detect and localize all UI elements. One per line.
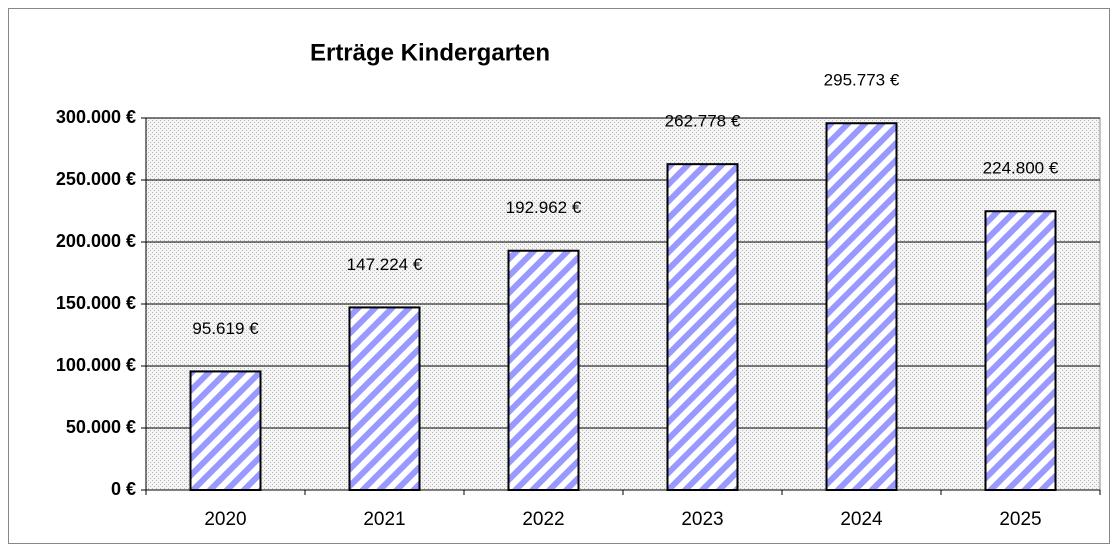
value-label: 295.773 € xyxy=(824,71,900,90)
value-label: 95.619 € xyxy=(192,319,259,338)
bar xyxy=(507,249,580,491)
x-tick-label: 2024 xyxy=(840,509,883,530)
y-tick-label: 150.000 € xyxy=(56,293,136,313)
chart-title: Erträge Kindergarten xyxy=(310,39,550,66)
bar xyxy=(825,122,898,491)
value-label: 262.778 € xyxy=(665,112,741,131)
y-tick-label: 50.000 € xyxy=(66,417,136,437)
y-tick-label: 250.000 € xyxy=(56,169,136,189)
x-tick-label: 2023 xyxy=(681,509,723,530)
value-label: 224.800 € xyxy=(983,159,1059,178)
bar xyxy=(348,306,421,491)
value-label: 147.224 € xyxy=(347,255,423,274)
bar xyxy=(666,163,739,491)
x-tick-label: 2025 xyxy=(999,509,1041,530)
y-tick-label: 200.000 € xyxy=(56,231,136,251)
y-tick-label: 100.000 € xyxy=(56,355,136,375)
x-tick-label: 2022 xyxy=(522,509,564,530)
bar xyxy=(189,370,262,491)
y-tick-label: 0 € xyxy=(111,479,136,499)
x-tick-label: 2020 xyxy=(204,509,246,530)
y-tick-label: 300.000 € xyxy=(56,107,136,127)
value-label: 192.962 € xyxy=(506,198,582,217)
x-tick-label: 2021 xyxy=(363,509,405,530)
bar xyxy=(984,210,1057,492)
